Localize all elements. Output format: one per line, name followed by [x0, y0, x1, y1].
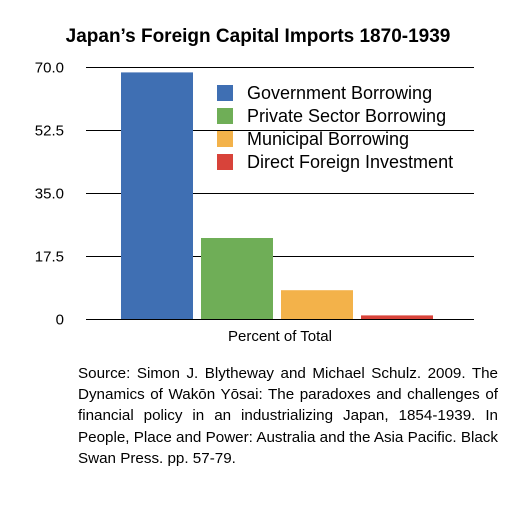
legend-swatch [217, 131, 233, 147]
legend-label: Municipal Borrowing [247, 129, 409, 149]
gridlines [86, 67, 474, 320]
bar-private-sector-borrowing [201, 238, 273, 319]
bar-municipal-borrowing [281, 290, 353, 319]
legend-label: Direct Foreign Investment [247, 152, 453, 172]
bar-direct-foreign-investment [361, 315, 433, 319]
chart-title: Japan’s Foreign Capital Imports 1870-193… [65, 26, 451, 47]
y-tick-label: 17.5 [35, 249, 64, 266]
legend-swatch [217, 154, 233, 170]
bars [121, 72, 433, 320]
legend-label: Government Borrowing [247, 83, 432, 103]
y-tick-label: 35.0 [35, 186, 64, 203]
legend-label: Private Sector Borrowing [247, 106, 446, 126]
legend-swatch [217, 108, 233, 124]
y-tick-label: 0 [56, 312, 64, 329]
legend-swatch [217, 85, 233, 101]
y-axis-ticks: 70.0 52.5 35.0 17.5 0 [35, 60, 64, 329]
bar-government-borrowing [121, 72, 193, 320]
y-tick-label: 52.5 [35, 123, 64, 140]
legend: Government Borrowing Private Sector Borro… [217, 83, 453, 172]
y-tick-label: 70.0 [35, 60, 64, 77]
x-axis-label: Percent of Total [228, 328, 332, 345]
source-citation: Source: Simon J. Blytheway and Michael S… [78, 365, 498, 467]
